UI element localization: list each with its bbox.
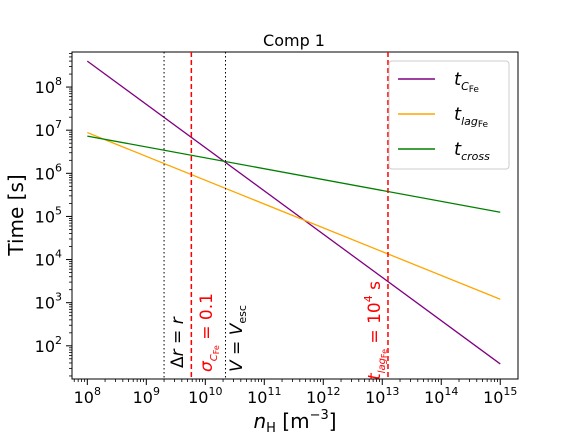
x-tick-label-15: 1015 bbox=[483, 385, 517, 407]
y-tick-label-7: 107 bbox=[35, 118, 62, 140]
legend-label-t-lag-fe: tlagFe bbox=[454, 104, 489, 130]
legend-entry-t-lag-fe: tlagFe bbox=[398, 104, 489, 130]
x-tick-label-14: 1014 bbox=[424, 385, 458, 407]
series-line-t-cross bbox=[87, 135, 501, 213]
y-tick-label-6: 106 bbox=[35, 161, 62, 183]
x-tick-label-9: 109 bbox=[133, 385, 160, 407]
series-line-t-lag-fe bbox=[87, 131, 501, 300]
plot-area bbox=[71, 51, 519, 380]
x-tick-label-11: 1011 bbox=[247, 385, 281, 407]
x-tick-label-13: 1013 bbox=[365, 385, 399, 407]
y-tick-label-5: 105 bbox=[35, 204, 62, 226]
y-tick-label-8: 108 bbox=[35, 75, 62, 97]
x-axis: 108 109 1010 1011 1012 1013 1014 1015 bbox=[74, 379, 517, 407]
legend-entry-t-cross: tcross bbox=[398, 139, 490, 163]
x-tick-label-12: 1012 bbox=[306, 385, 340, 407]
x-tick-label-8: 108 bbox=[74, 385, 101, 407]
y-axis-label: Time [s] bbox=[4, 174, 28, 256]
y-tick-label-4: 104 bbox=[35, 248, 62, 270]
legend-label-t-c-fe: tCFe bbox=[454, 69, 479, 95]
series-line-t-c-fe bbox=[86, 60, 501, 365]
legend-entry-t-c-fe: tCFe bbox=[398, 69, 479, 95]
chart-title: Comp 1 bbox=[263, 31, 325, 50]
y-tick-label-2: 102 bbox=[35, 334, 62, 356]
vline-label-t-lag-fe: tlagFe = 104 s bbox=[362, 281, 389, 380]
y-tick-label-3: 103 bbox=[35, 291, 62, 313]
vline-label-sigma-c-fe: σCFe = 0.1 bbox=[197, 293, 221, 372]
legend-label-t-cross: tcross bbox=[454, 139, 490, 163]
vline-label-delta-r: Δr = r bbox=[168, 316, 188, 368]
x-axis-label: nH [m−3] bbox=[253, 408, 336, 432]
reference-lines bbox=[163, 52, 389, 379]
y-axis: 102 103 104 105 106 107 108 bbox=[35, 53, 72, 377]
vline-labels: Δr = r σCFe = 0.1 V = Vesc tlagFe = 104 … bbox=[168, 281, 389, 380]
series-lines bbox=[86, 60, 501, 365]
legend-box bbox=[388, 60, 510, 170]
x-tick-label-10: 1010 bbox=[188, 385, 222, 407]
legend: tCFe tlagFe tcross bbox=[388, 60, 510, 170]
